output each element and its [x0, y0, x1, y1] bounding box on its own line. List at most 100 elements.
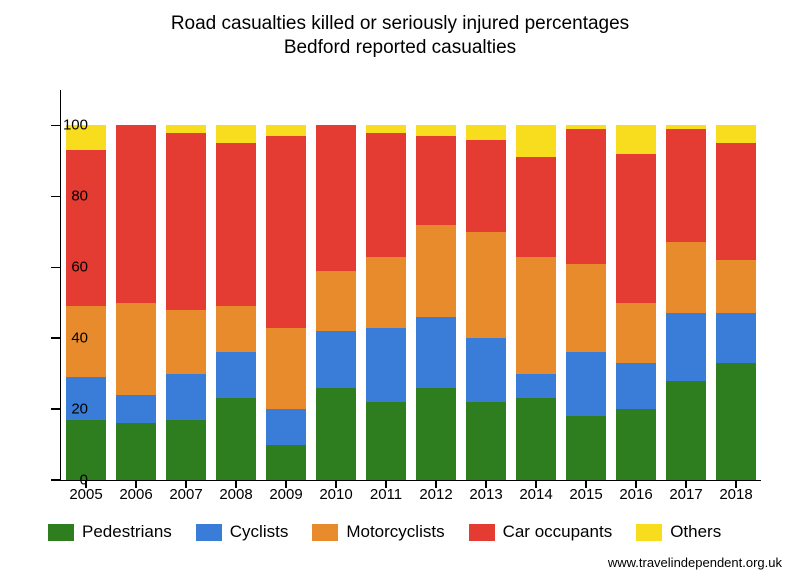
bar-segment-others [716, 125, 756, 143]
bar-segment-car-occupants [516, 157, 556, 256]
bar-segment-motorcyclists [466, 232, 506, 338]
bar-segment-car-occupants [366, 133, 406, 257]
legend-swatch [636, 524, 662, 541]
x-axis-label: 2017 [661, 486, 711, 503]
y-axis-label: 80 [71, 188, 88, 205]
title-line-1: Road casualties killed or seriously inju… [171, 13, 629, 34]
bar-segment-pedestrians [166, 420, 206, 480]
bar-segment-cyclists [366, 328, 406, 402]
bar-segment-others [516, 125, 556, 157]
bar-segment-pedestrians [116, 423, 156, 480]
x-axis-label: 2011 [361, 486, 411, 503]
bar-segment-pedestrians [366, 402, 406, 480]
bar-segment-motorcyclists [416, 225, 456, 317]
bar-segment-cyclists [316, 331, 356, 388]
bar-segment-pedestrians [566, 416, 606, 480]
legend: Pedestrians Cyclists Motorcyclists Car occu… [48, 522, 721, 542]
bar-segment-car-occupants [416, 136, 456, 225]
bar-segment-cyclists [566, 352, 606, 416]
bar-segment-cyclists [616, 363, 656, 409]
bar-segment-car-occupants [316, 125, 356, 270]
y-tick [51, 408, 61, 410]
bar-segment-motorcyclists [366, 257, 406, 328]
plot-area: 2005200620072008200920102011201220132014… [60, 90, 761, 481]
y-axis-label: 60 [71, 259, 88, 276]
bar-segment-pedestrians [316, 388, 356, 480]
bar-segment-cyclists [416, 317, 456, 388]
bar-segment-motorcyclists [716, 260, 756, 313]
x-axis-label: 2008 [211, 486, 261, 503]
y-axis-label: 20 [71, 401, 88, 418]
y-tick [51, 267, 61, 269]
bar-segment-car-occupants [466, 140, 506, 232]
bar-segment-motorcyclists [566, 264, 606, 353]
legend-item-motorcyclists: Motorcyclists [312, 522, 444, 542]
bar-segment-others [466, 125, 506, 139]
bar-segment-car-occupants [66, 150, 106, 306]
y-tick [51, 479, 61, 481]
x-axis-label: 2013 [461, 486, 511, 503]
y-tick [51, 337, 61, 339]
bar-segment-others [666, 125, 706, 129]
y-axis-label: 40 [71, 330, 88, 347]
bar-segment-cyclists [166, 374, 206, 420]
bar-segment-motorcyclists [216, 306, 256, 352]
x-axis-label: 2010 [311, 486, 361, 503]
legend-label: Car occupants [503, 522, 613, 542]
bar-segment-others [416, 125, 456, 136]
y-axis-label: 100 [63, 117, 88, 134]
chart-container: Road casualties killed or seriously inju… [0, 0, 800, 580]
bar-segment-cyclists [216, 352, 256, 398]
x-axis-label: 2012 [411, 486, 461, 503]
bar-segment-car-occupants [716, 143, 756, 260]
x-axis-label: 2015 [561, 486, 611, 503]
bar-segment-pedestrians [516, 398, 556, 480]
legend-item-others: Others [636, 522, 721, 542]
legend-label: Cyclists [230, 522, 289, 542]
bar-segment-others [616, 125, 656, 153]
legend-swatch [196, 524, 222, 541]
bar-segment-pedestrians [416, 388, 456, 480]
legend-label: Pedestrians [82, 522, 172, 542]
legend-item-car-occupants: Car occupants [469, 522, 613, 542]
legend-swatch [312, 524, 338, 541]
legend-swatch [48, 524, 74, 541]
bar-segment-others [216, 125, 256, 143]
bar-segment-others [566, 125, 606, 129]
bar-segment-motorcyclists [266, 328, 306, 410]
legend-label: Motorcyclists [346, 522, 444, 542]
bar-segment-car-occupants [616, 154, 656, 303]
title-line-2: Bedford reported casualties [284, 37, 516, 58]
x-axis-label: 2018 [711, 486, 761, 503]
chart-title: Road casualties killed or seriously inju… [0, 0, 800, 60]
bar-segment-motorcyclists [516, 257, 556, 374]
bar-segment-pedestrians [716, 363, 756, 480]
bar-segment-pedestrians [616, 409, 656, 480]
bar-segment-motorcyclists [116, 303, 156, 395]
y-axis-label: 0 [80, 472, 88, 489]
bar-segment-pedestrians [266, 445, 306, 480]
y-tick [51, 196, 61, 198]
bar-segment-cyclists [716, 313, 756, 363]
bar-segment-motorcyclists [166, 310, 206, 374]
x-axis-label: 2009 [261, 486, 311, 503]
attribution: www.travelindependent.org.uk [608, 555, 782, 570]
bar-segment-others [266, 125, 306, 136]
x-axis-label: 2005 [61, 486, 111, 503]
bar-segment-pedestrians [666, 381, 706, 480]
bar-segment-others [366, 125, 406, 132]
x-axis-label: 2007 [161, 486, 211, 503]
bar-segment-cyclists [466, 338, 506, 402]
bar-segment-pedestrians [466, 402, 506, 480]
bar-segment-car-occupants [566, 129, 606, 264]
bar-segment-motorcyclists [616, 303, 656, 363]
legend-item-pedestrians: Pedestrians [48, 522, 172, 542]
legend-label: Others [670, 522, 721, 542]
bar-segment-cyclists [266, 409, 306, 444]
bar-segment-pedestrians [216, 398, 256, 480]
x-axis-label: 2006 [111, 486, 161, 503]
bar-segment-car-occupants [166, 133, 206, 310]
legend-swatch [469, 524, 495, 541]
bar-segment-motorcyclists [666, 242, 706, 313]
bar-segment-cyclists [116, 395, 156, 423]
